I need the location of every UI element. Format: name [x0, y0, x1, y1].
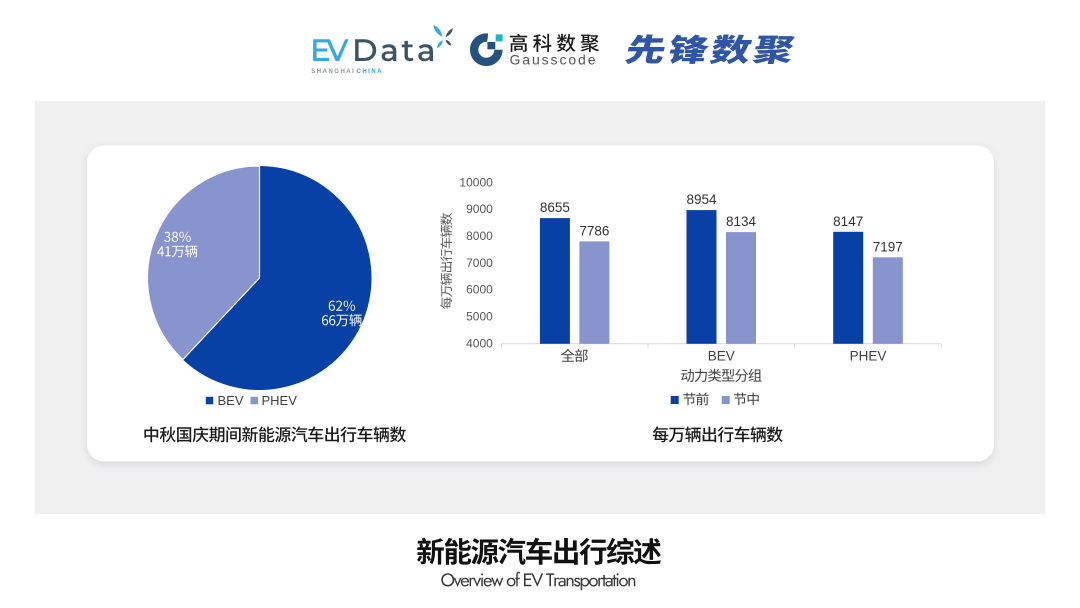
svg-text:7197: 7197: [873, 239, 903, 254]
svg-text:BEV: BEV: [708, 349, 735, 364]
svg-text:SHANGHAI: SHANGHAI: [311, 69, 355, 75]
svg-text:8147: 8147: [833, 214, 863, 229]
svg-text:10000: 10000: [459, 175, 493, 189]
svg-text:PHEV: PHEV: [262, 393, 298, 408]
svg-text:PHEV: PHEV: [850, 349, 887, 364]
svg-text:8000: 8000: [466, 229, 493, 243]
svg-text:7786: 7786: [579, 223, 609, 238]
svg-text:5000: 5000: [466, 310, 493, 324]
svg-text:6000: 6000: [466, 283, 493, 297]
svg-text:8954: 8954: [686, 192, 717, 207]
svg-text:9000: 9000: [466, 202, 493, 216]
svg-text:CHINA: CHINA: [357, 69, 384, 75]
svg-text:Gausscode: Gausscode: [510, 52, 598, 68]
svg-text:BEV: BEV: [218, 393, 244, 408]
svg-text:8655: 8655: [540, 200, 570, 215]
svg-text:8134: 8134: [726, 214, 757, 229]
svg-text:7000: 7000: [466, 256, 493, 270]
svg-text:4000: 4000: [466, 336, 493, 350]
